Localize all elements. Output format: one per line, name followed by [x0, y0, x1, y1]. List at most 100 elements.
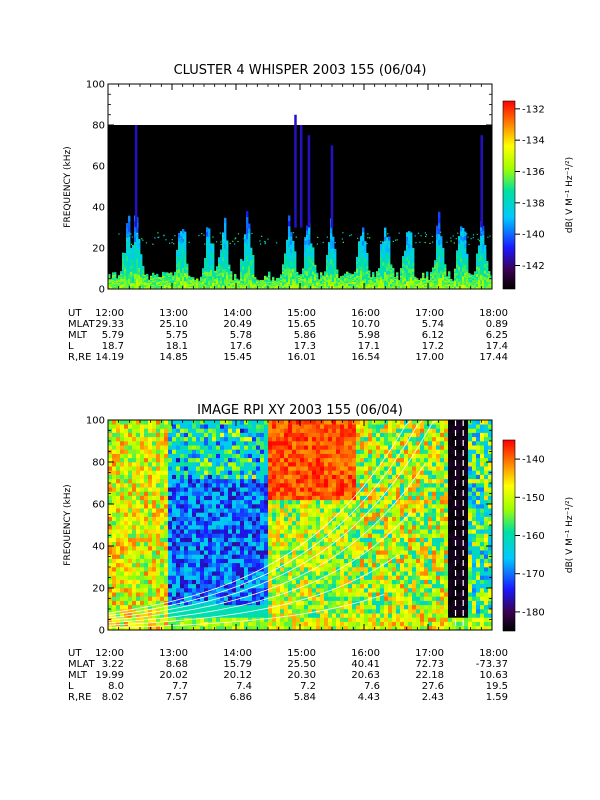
spectrogram-cell — [228, 508, 233, 513]
spectrogram-cell — [150, 287, 153, 289]
spectrogram-cell — [160, 583, 165, 589]
spectrogram-dot — [237, 233, 240, 235]
spectrogram-cell — [306, 284, 309, 290]
spectrogram-cell — [244, 571, 249, 576]
spectrogram-cell — [216, 537, 221, 543]
spectrogram-cell — [172, 462, 177, 467]
spectrogram-cell — [172, 541, 177, 547]
spectrogram-cell — [140, 592, 145, 597]
spectrogram-cell — [168, 277, 171, 280]
spectrogram-cell — [224, 491, 229, 496]
spectrogram-cell — [224, 227, 227, 234]
spectrogram-dot — [171, 239, 173, 241]
spectrogram-cell — [300, 283, 303, 286]
spectrogram-cell — [252, 267, 255, 270]
spectrogram-cell — [112, 533, 117, 538]
spectrogram-cell — [112, 571, 117, 576]
spectrogram-cell — [360, 273, 363, 279]
spectrogram-cell — [178, 276, 181, 282]
spectrogram-cell — [232, 445, 237, 450]
spectrogram-cell — [196, 562, 201, 568]
spectrogram-cell — [260, 550, 265, 555]
spectrogram-cell — [408, 280, 411, 286]
spectrogram-cell — [116, 600, 121, 606]
spectrogram-cell — [188, 491, 193, 496]
spectrogram-cell — [436, 261, 439, 267]
spectrogram-cell — [160, 621, 165, 627]
spectrogram-cell — [158, 278, 161, 280]
spectrogram-dot — [157, 232, 159, 234]
spectrogram-cell — [220, 449, 225, 454]
spectrogram-cell — [140, 462, 145, 467]
spectrogram-cell — [356, 268, 359, 272]
spectrogram-cell — [476, 268, 479, 272]
spectrogram-cell — [266, 287, 269, 289]
spectrogram-cell — [160, 491, 165, 496]
spectrogram-cell — [120, 499, 125, 505]
spectrogram-cell — [294, 286, 297, 290]
spectrogram-cell — [338, 278, 341, 280]
spectrogram-cell — [108, 466, 113, 471]
spectrogram-cell — [236, 466, 241, 471]
spectrogram-cell — [160, 428, 165, 433]
spectrogram-cell — [152, 280, 155, 283]
spectrogram-cell — [184, 264, 187, 269]
spectrogram-cell — [128, 220, 131, 227]
spectrogram-cell — [228, 483, 233, 488]
spectrogram-cell — [282, 285, 285, 288]
spectrogram-cell — [488, 272, 491, 275]
spectrogram-cell — [228, 596, 233, 601]
spectrogram-cell — [200, 428, 205, 433]
spectrogram-cell — [450, 280, 453, 282]
spectrogram-cell — [168, 504, 173, 509]
spectrogram-cell — [126, 223, 129, 229]
y-tick-label: 40 — [92, 203, 105, 214]
spectrogram-cell — [376, 282, 379, 285]
spectrogram-dot — [457, 232, 459, 234]
spectrogram-cell — [208, 529, 213, 534]
spectrogram-cell — [306, 248, 309, 254]
spectrogram-cell — [416, 281, 419, 283]
spectrogram-cell — [196, 617, 201, 622]
spectrogram-cell — [362, 245, 365, 250]
spectrogram-cell — [156, 470, 161, 475]
spectrogram-cell — [122, 278, 125, 282]
spectrogram-cell — [418, 281, 421, 283]
spectrogram-cell — [244, 436, 249, 442]
spectrogram-cell — [190, 280, 193, 282]
spectrogram-cell — [248, 583, 253, 589]
spectrogram-cell — [220, 457, 225, 463]
spectrogram-cell — [168, 604, 173, 610]
spectrogram-cell — [172, 583, 177, 589]
spectrogram-cell — [140, 279, 143, 282]
spectrogram-cell — [158, 286, 161, 288]
spectrogram-cell — [416, 278, 419, 280]
spectrogram-cell — [304, 274, 307, 279]
spectrogram-cell — [242, 282, 245, 286]
spectrogram-cell — [334, 248, 337, 253]
spectrogram-cell — [176, 516, 181, 522]
spectrogram-cell — [116, 282, 119, 285]
spectrogram-cell — [384, 271, 387, 277]
spectrogram-cell — [336, 276, 339, 279]
spectrogram-cell — [228, 575, 233, 580]
spectrogram-cell — [120, 520, 125, 526]
spectrogram-cell — [452, 281, 455, 283]
spectrogram-cell — [148, 571, 153, 576]
spectrogram-cell — [252, 604, 257, 610]
spectrogram-cell — [480, 255, 483, 261]
spectrogram-cell — [188, 428, 193, 433]
spectrogram-cell — [330, 238, 333, 244]
spectrogram-cell — [348, 286, 351, 289]
spectrogram-cell — [430, 274, 433, 276]
spectrogram-cell — [136, 495, 141, 501]
spectrogram-cell — [136, 466, 141, 471]
spectrogram-cell — [244, 604, 249, 610]
spectrogram-cell — [140, 428, 145, 433]
spectrogram-cell — [220, 466, 225, 471]
spectrogram-cell — [180, 424, 185, 429]
spectrogram-cell — [128, 504, 133, 509]
spectrogram-cell — [168, 483, 173, 488]
spectrogram-cell — [222, 264, 225, 270]
spectrogram-cell — [438, 283, 441, 290]
